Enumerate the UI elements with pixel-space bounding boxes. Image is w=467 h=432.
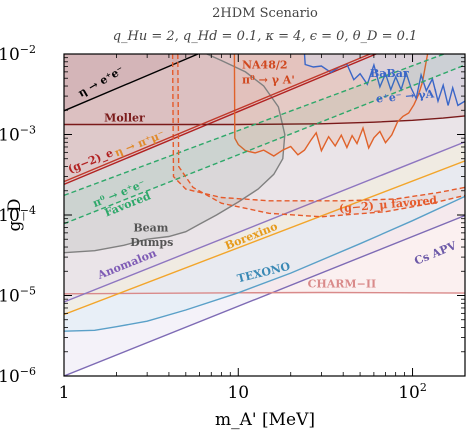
region-fill-beam-dumps [64, 54, 285, 253]
chart-subtitle: q_Hu = 2, q_Hd = 0.1, κ = 4, ϵ = 0, θ_D … [113, 29, 418, 44]
region-fill-charm-ii [64, 54, 465, 294]
band-fill-g-2-favored [172, 54, 465, 217]
region-fill-na48-2-a [234, 54, 428, 156]
plot-area [64, 54, 465, 376]
chart-title: 2HDM Scenario [212, 6, 318, 21]
region-boundary-beam-dumps [64, 54, 286, 254]
y-axis-label: g_D [5, 198, 25, 231]
region-boundary-babar-e-e-a [303, 54, 465, 107]
region-boundary-charm-ii [64, 291, 465, 295]
region-fill-borexino [64, 54, 465, 315]
x-tick-label: 1 [59, 383, 70, 403]
region-boundary-borexino [64, 160, 465, 316]
y-tick-label: 10−3 [0, 124, 36, 146]
annotation-na48-proc: π⁰ → γ A' [242, 74, 295, 87]
region-boundary-g-2-e [64, 54, 378, 186]
region-boundary-cs-apv [64, 214, 465, 376]
x-axis-label: m_A' [MeV] [215, 410, 315, 430]
y-tick-label: 10−5 [0, 285, 36, 307]
y-tick-label: 10−2 [0, 43, 36, 65]
annotation-beam: Beam [133, 222, 168, 235]
y-tick-label: 10−6 [0, 365, 36, 387]
region-boundary-e-e [64, 54, 200, 112]
region-fill-anomalon [64, 54, 465, 302]
band-lower-g-2-favored [177, 54, 465, 218]
region-boundary-anomalon [64, 141, 465, 303]
line- [64, 54, 372, 183]
region-boundary-moller [64, 115, 465, 126]
x-tick-label: 102 [398, 381, 427, 403]
region-boundary-na48-2-a [233, 54, 429, 157]
annotation-na48: NA48/2 [242, 59, 288, 72]
x-tick-label: 10 [227, 383, 249, 403]
band-upper-g-2-favored [171, 54, 465, 202]
region-boundary-texono [64, 195, 465, 332]
annotation-moller: Moller [104, 112, 145, 125]
band-upper-e-e-favored [64, 54, 447, 197]
annotation-dumps: Dumps [130, 236, 173, 249]
region-fill-moller [64, 54, 465, 125]
band-fill-e-e-favored [64, 54, 465, 224]
annotation-babar-proc: e⁺e⁻ → γA' [375, 87, 438, 105]
annotation-babar: BaBar [370, 67, 409, 80]
annotation-charm: CHARM−II [308, 278, 377, 291]
